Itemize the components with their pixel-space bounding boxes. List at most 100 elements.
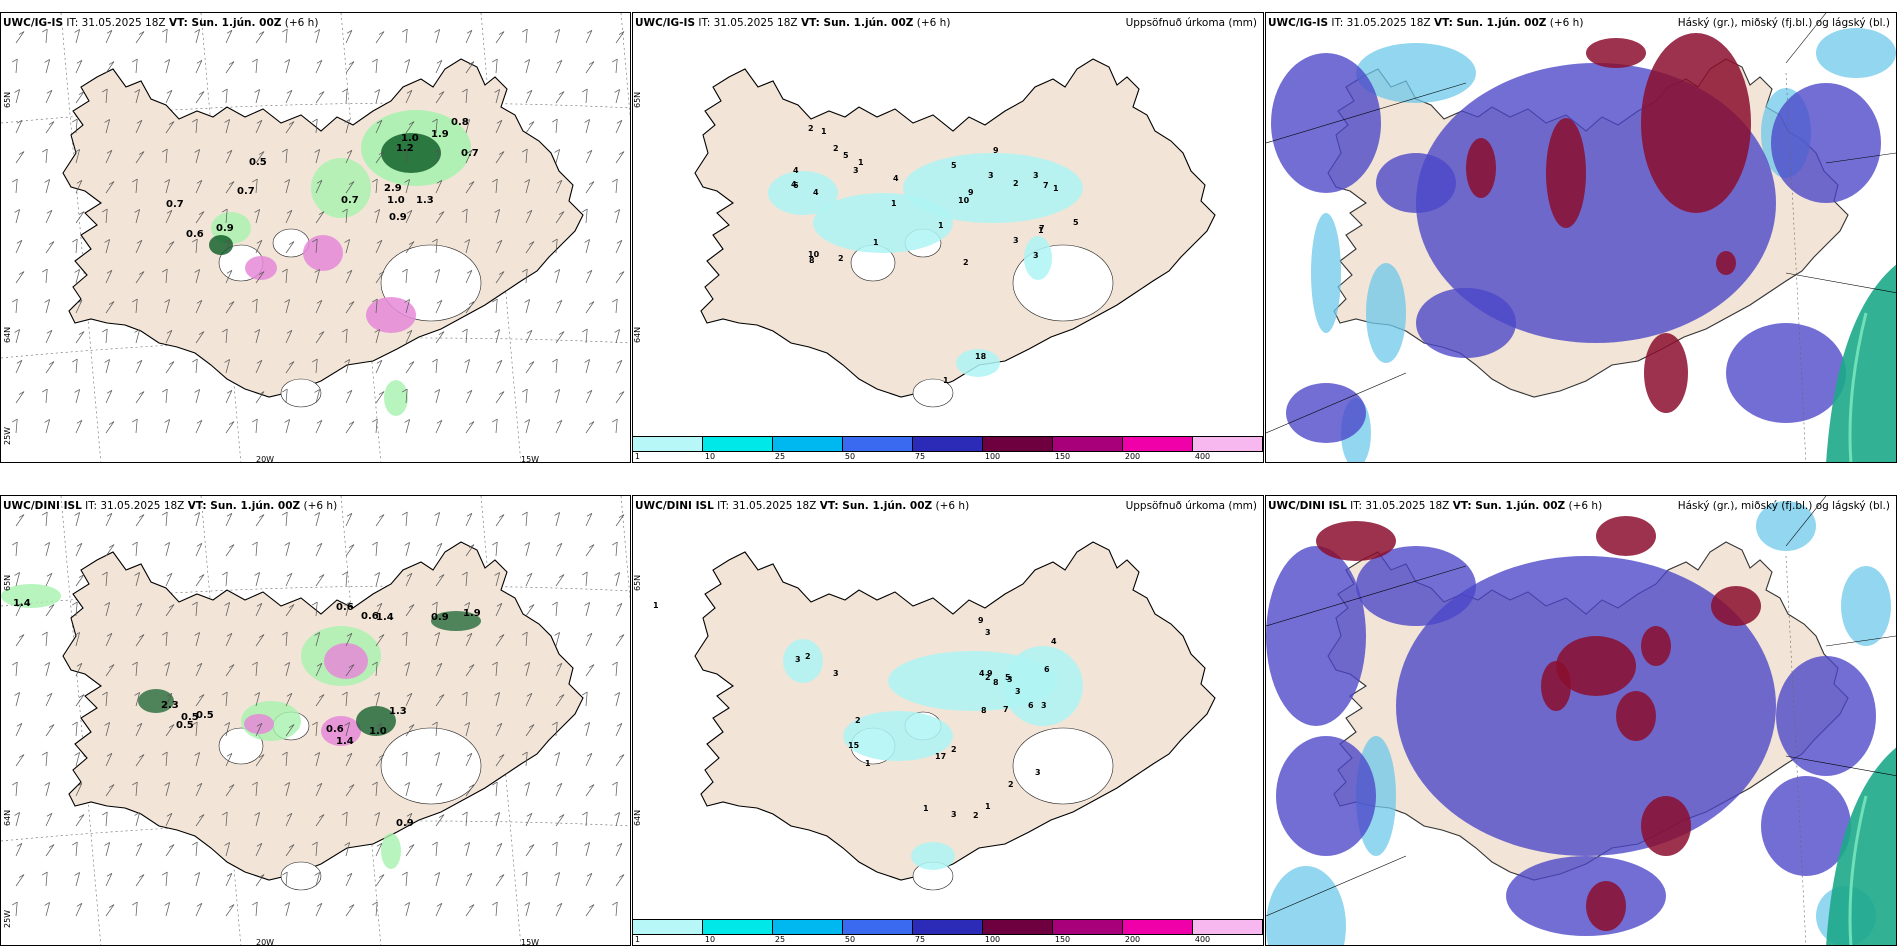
wind-barb — [375, 271, 385, 284]
colorbar-segment — [1123, 920, 1193, 934]
wind-barb — [105, 784, 115, 797]
wind-barb — [584, 359, 590, 374]
wind-barb — [492, 901, 498, 917]
colorbar-label: 50 — [844, 452, 856, 461]
wind-barb — [495, 31, 505, 44]
wind-barb — [165, 573, 173, 587]
iceland-landmass — [694, 58, 1216, 398]
wind-barb — [612, 901, 618, 917]
wind-barb — [105, 61, 115, 74]
wind-value-label: 1.9 — [463, 608, 481, 619]
wind-barb — [132, 58, 138, 74]
colorbar-segment — [983, 437, 1053, 451]
parallel — [1, 102, 630, 124]
wind-barb — [74, 269, 80, 284]
wind-barb — [405, 693, 413, 707]
wind-barb — [372, 901, 378, 917]
wind-barb — [192, 358, 198, 374]
boundary-line — [1785, 13, 1827, 64]
wind-barb — [195, 91, 205, 104]
mid-cloud — [1286, 383, 1366, 443]
wind-barb — [225, 30, 233, 44]
precip-value-label: 3 — [853, 166, 859, 175]
high-cloud — [1546, 118, 1586, 228]
wind-barb — [345, 270, 353, 284]
wind-barb — [375, 874, 385, 887]
wind-barb — [222, 88, 228, 104]
wind-barb — [374, 812, 380, 827]
precip-value-label: 5 — [951, 161, 957, 170]
precip-value-label: 3 — [1033, 171, 1039, 180]
wind-barb — [165, 693, 173, 707]
wind-barb — [314, 269, 320, 284]
wind-barb — [402, 631, 408, 647]
wind-barb — [552, 358, 558, 374]
wind-barb — [554, 269, 560, 284]
wind-barb — [494, 209, 500, 224]
wind-barb — [194, 632, 200, 647]
precip-value-label: 2 — [833, 144, 839, 153]
wind-barb — [612, 418, 618, 434]
rain-area — [384, 380, 408, 416]
wind-barb — [14, 209, 20, 224]
precip-value-label: 4 — [793, 166, 799, 175]
wind-barb — [525, 330, 533, 344]
wind-value-label: 0.5 — [249, 157, 267, 168]
wind-barb — [404, 299, 410, 314]
wind-barb — [104, 602, 110, 617]
panel-subtitle: Uppsöfnuð úrkoma (mm) — [1125, 500, 1257, 512]
panel-title: UWC/IG-IS IT: 31.05.2025 18Z VT: Sun. 1.… — [1268, 17, 1584, 29]
wind-barb — [312, 358, 318, 374]
wind-barb — [435, 420, 443, 434]
precip-area — [783, 639, 823, 683]
wind-barb — [435, 663, 443, 677]
rain-core — [356, 706, 396, 736]
wind-barb — [495, 360, 503, 374]
wind-barb — [252, 418, 258, 434]
wind-barb — [524, 299, 530, 314]
wind-barb — [105, 270, 113, 284]
wind-barb — [164, 179, 170, 194]
wind-barb — [405, 241, 415, 254]
wind-barb — [554, 752, 560, 767]
wind-barb — [74, 632, 80, 647]
wind-barb — [102, 691, 108, 707]
wind-barb — [555, 574, 565, 587]
wind-barb — [495, 843, 503, 857]
wind-barb — [255, 31, 265, 44]
rain-area — [1, 584, 61, 608]
colorbar-segment — [1193, 920, 1263, 934]
wind-barb — [285, 844, 295, 857]
wind-map: 0.8 1.0 1.9 1.2 0.7 0.5 0.7 0.7 0.7 0.6 0.9 1.3 0.9 2… — [1, 13, 630, 462]
lat-label: 65N — [633, 91, 642, 108]
boundary-line — [1785, 496, 1827, 547]
wind-barb — [72, 238, 78, 254]
wind-barb — [495, 514, 505, 527]
wind-barb — [14, 572, 20, 587]
wind-barb — [614, 89, 620, 104]
wind-barb — [102, 571, 108, 587]
colorbar-label: 10 — [704, 452, 716, 461]
colorbar-segment — [633, 437, 703, 451]
wind-value-label: 0.9 — [389, 212, 407, 223]
wind-barb — [15, 603, 23, 617]
low-cloud — [1356, 43, 1476, 103]
sea-band-edge — [1848, 312, 1868, 462]
wind-barb — [44, 59, 50, 74]
wind-barb — [282, 268, 288, 284]
wind-barb — [555, 211, 565, 224]
wind-barb — [315, 694, 325, 707]
wind-barb — [285, 604, 295, 617]
wind-barb — [524, 662, 530, 677]
wind-barb — [465, 633, 473, 647]
colorbar-segment — [773, 920, 843, 934]
rain-core — [138, 689, 174, 713]
wind-barb — [582, 208, 588, 224]
wind-barb — [72, 358, 78, 374]
precip-value-label: 3 — [1033, 251, 1039, 260]
colorbar-segment — [983, 920, 1053, 934]
wind-barb — [585, 753, 593, 767]
precip-value-label: 3 — [833, 669, 839, 678]
mid-cloud — [1271, 53, 1381, 193]
precip-value-label: 1 — [821, 127, 827, 136]
